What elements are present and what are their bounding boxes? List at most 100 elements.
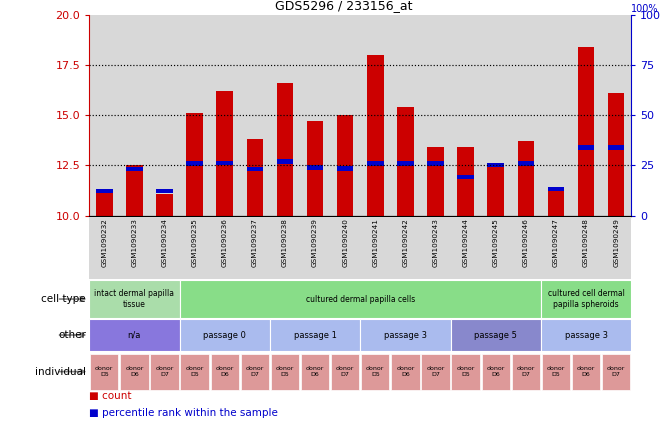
Bar — [271, 354, 299, 390]
Text: donor
D6: donor D6 — [125, 366, 143, 377]
Bar — [180, 217, 210, 279]
Text: donor
D6: donor D6 — [577, 366, 596, 377]
Bar — [518, 162, 534, 166]
Bar — [487, 163, 504, 167]
Text: passage 5: passage 5 — [475, 330, 517, 340]
Bar — [542, 354, 570, 390]
Text: passage 1: passage 1 — [293, 330, 336, 340]
Bar — [96, 192, 112, 216]
Bar — [307, 165, 323, 170]
Bar — [216, 91, 233, 216]
Bar — [307, 121, 323, 216]
Bar — [451, 217, 481, 279]
Text: 100%: 100% — [631, 4, 659, 14]
Text: cultured dermal papilla cells: cultured dermal papilla cells — [305, 294, 415, 304]
Text: donor
D7: donor D7 — [246, 366, 264, 377]
Bar — [541, 280, 631, 318]
Bar — [541, 15, 571, 216]
Bar — [397, 162, 414, 166]
Bar — [578, 146, 594, 150]
Bar — [391, 217, 420, 279]
Bar — [360, 319, 451, 351]
Bar — [601, 15, 631, 216]
Bar — [397, 107, 414, 216]
Text: GSM1090242: GSM1090242 — [403, 218, 408, 267]
Bar — [89, 15, 120, 216]
Bar — [180, 354, 209, 390]
Text: donor
D5: donor D5 — [186, 366, 204, 377]
Bar — [330, 217, 360, 279]
Bar — [126, 167, 143, 171]
Text: donor
D7: donor D7 — [336, 366, 354, 377]
Text: ■ count: ■ count — [89, 391, 132, 401]
Bar — [602, 354, 631, 390]
Bar — [277, 159, 293, 164]
Bar — [247, 139, 263, 216]
Bar — [156, 194, 173, 216]
Bar — [451, 354, 480, 390]
Bar — [420, 217, 451, 279]
Bar — [300, 15, 330, 216]
Bar — [541, 217, 571, 279]
Bar — [180, 15, 210, 216]
Text: donor
D7: donor D7 — [426, 366, 445, 377]
Bar — [211, 354, 239, 390]
Bar — [120, 15, 149, 216]
Bar — [541, 319, 631, 351]
Bar — [89, 217, 120, 279]
Bar — [240, 15, 270, 216]
Text: intact dermal papilla
tissue: intact dermal papilla tissue — [95, 289, 175, 309]
Bar — [337, 166, 354, 170]
Text: cultured cell dermal
papilla spheroids: cultured cell dermal papilla spheroids — [548, 289, 625, 309]
Text: GSM1090238: GSM1090238 — [282, 218, 288, 267]
Text: cell type: cell type — [41, 294, 86, 304]
Text: donor
D7: donor D7 — [517, 366, 535, 377]
Bar — [391, 15, 420, 216]
Text: GSM1090244: GSM1090244 — [463, 218, 469, 267]
Text: GSM1090235: GSM1090235 — [192, 218, 198, 267]
Bar — [608, 146, 625, 150]
Bar — [180, 319, 270, 351]
Text: GSM1090237: GSM1090237 — [252, 218, 258, 267]
Bar — [270, 15, 300, 216]
Bar — [571, 217, 601, 279]
Text: GSM1090246: GSM1090246 — [523, 218, 529, 267]
Text: donor
D6: donor D6 — [486, 366, 505, 377]
Text: donor
D5: donor D5 — [547, 366, 565, 377]
Bar — [451, 15, 481, 216]
Bar — [96, 189, 112, 193]
Bar — [367, 55, 383, 216]
Text: GSM1090239: GSM1090239 — [312, 218, 318, 267]
Bar — [150, 354, 178, 390]
Bar — [571, 15, 601, 216]
Bar — [487, 165, 504, 216]
Text: donor
D5: donor D5 — [95, 366, 114, 377]
Text: passage 0: passage 0 — [204, 330, 246, 340]
Text: donor
D5: donor D5 — [457, 366, 475, 377]
Bar — [360, 217, 391, 279]
Bar — [481, 15, 511, 216]
Bar — [210, 15, 240, 216]
Bar — [120, 217, 149, 279]
Text: GSM1090245: GSM1090245 — [492, 218, 499, 267]
Bar — [360, 15, 391, 216]
Text: GSM1090236: GSM1090236 — [221, 218, 228, 267]
Bar — [90, 354, 118, 390]
Bar — [331, 354, 360, 390]
Bar — [216, 161, 233, 165]
Bar — [608, 93, 625, 216]
Text: GSM1090240: GSM1090240 — [342, 218, 348, 267]
Bar — [367, 162, 383, 166]
Text: GSM1090247: GSM1090247 — [553, 218, 559, 267]
Text: passage 3: passage 3 — [384, 330, 427, 340]
Bar — [156, 189, 173, 193]
Bar — [601, 217, 631, 279]
Bar — [89, 319, 180, 351]
Bar — [391, 354, 420, 390]
Bar — [457, 148, 474, 216]
Text: donor
D5: donor D5 — [366, 366, 385, 377]
Bar — [518, 141, 534, 216]
Bar — [149, 15, 180, 216]
Text: passage 3: passage 3 — [564, 330, 607, 340]
Bar — [511, 15, 541, 216]
